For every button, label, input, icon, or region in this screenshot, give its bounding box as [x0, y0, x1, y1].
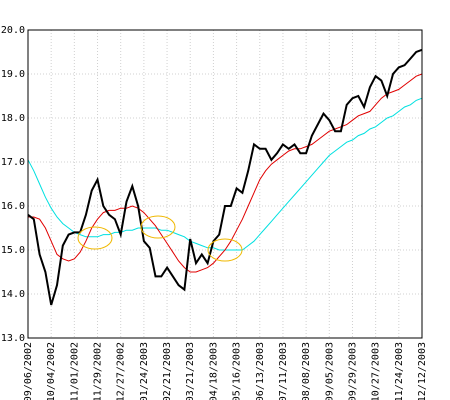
y-tick-label: 18.0	[1, 113, 25, 124]
plot-lines	[27, 48, 423, 306]
x-tick-label: 07/11/2003	[278, 342, 289, 400]
x-tick-label: 11/29/2002	[93, 342, 104, 400]
series-line	[27, 48, 423, 306]
y-tick-label: 19.0	[1, 69, 25, 80]
y-tick-label: 15.0	[1, 245, 25, 256]
x-tick-label: 12/12/2003	[417, 342, 428, 400]
x-tick-label: 10/04/2002	[46, 342, 57, 400]
x-tick-label: 11/24/2003	[394, 342, 405, 400]
highlight-ellipse	[207, 238, 243, 262]
y-tick-label: 20.0	[1, 25, 25, 36]
x-tick-label: 02/21/2003	[162, 342, 173, 400]
highlight-ellipse	[140, 215, 176, 239]
x-tick-label: 03/21/2003	[185, 342, 196, 400]
x-tick-label: 01/24/2003	[139, 342, 150, 400]
x-tick-label: 04/18/2003	[208, 342, 219, 400]
x-tick-label: 10/27/2003	[371, 342, 382, 400]
y-tick-label: 14.0	[1, 289, 25, 300]
x-tick-label: 11/01/2002	[69, 342, 80, 400]
x-tick-label: 06/13/2003	[255, 342, 266, 400]
y-tick-label: 17.0	[1, 157, 25, 168]
grid	[27, 29, 423, 339]
plot-frame	[27, 29, 423, 339]
y-tick-label: 16.0	[1, 201, 25, 212]
series-line	[28, 73, 423, 273]
x-tick-label: 08/08/2003	[301, 342, 312, 400]
series-line	[27, 97, 423, 251]
annotations	[77, 215, 243, 262]
x-tick-label: 05/16/2003	[232, 342, 243, 400]
x-tick-label: 09/29/2003	[347, 342, 358, 400]
y-tick-label: 13.0	[1, 333, 25, 344]
x-tick-label: 09/06/2002	[23, 342, 34, 400]
x-tick-label: 09/05/2003	[324, 342, 335, 400]
x-tick-label: 12/27/2002	[116, 342, 127, 400]
highlight-ellipse	[77, 226, 113, 250]
